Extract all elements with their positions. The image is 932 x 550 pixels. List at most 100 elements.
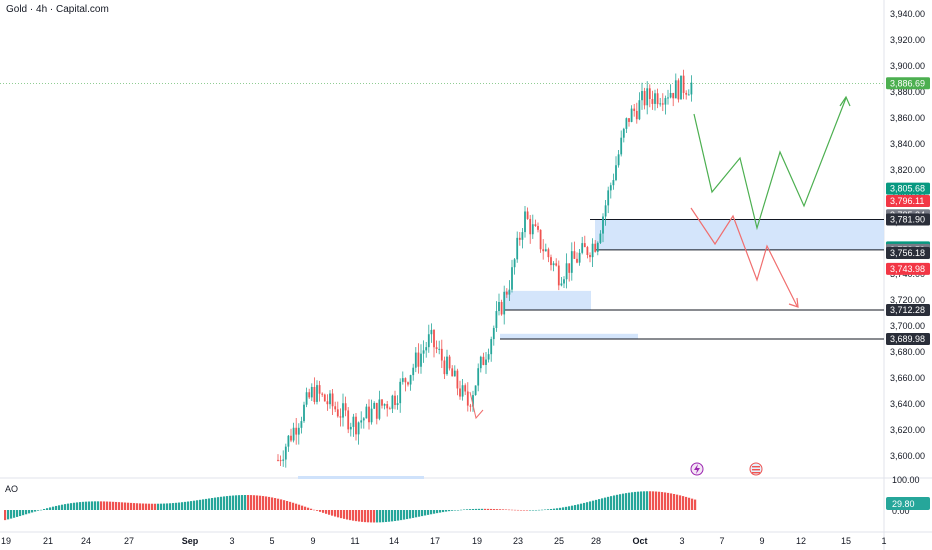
candle-body [508, 289, 511, 295]
candle-body [672, 92, 675, 99]
x-tick-label: 1 [881, 536, 886, 546]
ao-bar [298, 504, 301, 510]
candle-body [669, 92, 672, 98]
candle-bearish [594, 240, 597, 253]
ao-bar [136, 503, 139, 510]
ao-bar [241, 495, 244, 510]
candle-bullish [521, 228, 524, 249]
ao-bar [28, 510, 31, 514]
candle-body [591, 243, 594, 258]
price-tag: 3,689.98 [886, 333, 930, 346]
candle-body [279, 460, 282, 462]
ao-bar [394, 510, 397, 522]
ao-bar [253, 495, 256, 510]
ao-bar [586, 502, 589, 510]
candle-bearish [633, 104, 636, 117]
candle-bearish [466, 382, 469, 412]
candle-body [448, 356, 451, 369]
ao-bar [310, 508, 313, 510]
candle-bullish [599, 230, 602, 244]
candle-bullish [373, 401, 376, 410]
ao-bar [463, 509, 466, 511]
ao-bar [163, 503, 166, 510]
candle-body [373, 402, 376, 409]
candle-bullish [297, 423, 300, 445]
candle-body [596, 242, 599, 252]
candle-bullish [479, 355, 482, 373]
ao-bar [160, 503, 163, 510]
candle-body [524, 211, 526, 233]
candle-body [594, 243, 597, 252]
ao-bar [526, 510, 529, 511]
y-tick-label: 3,880.00 [890, 87, 925, 97]
candle-body [451, 368, 454, 377]
candle-bearish [518, 232, 521, 246]
ao-bar [175, 502, 178, 510]
candle-bullish [396, 395, 399, 410]
candle-body [282, 459, 285, 461]
candle-bullish [383, 403, 386, 410]
candle-bullish [357, 421, 360, 445]
candle-bearish [331, 388, 334, 415]
candle-body [438, 348, 441, 350]
ao-bar [424, 510, 427, 516]
ao-bar [466, 509, 469, 510]
ao-bar [343, 510, 346, 519]
candle-body [316, 385, 318, 402]
ao-bar [55, 505, 58, 510]
x-tick-label: 21 [43, 536, 53, 546]
candle-body [277, 459, 279, 461]
candle-body [521, 232, 524, 240]
ao-bar [31, 510, 34, 513]
candle-bearish [440, 339, 443, 369]
ao-bar [244, 495, 247, 510]
ao-bar [646, 491, 649, 510]
candle-bullish [399, 378, 402, 413]
ao-bar [319, 510, 322, 512]
candle-bearish [308, 388, 311, 399]
candle-body [430, 329, 433, 335]
candle-bullish [352, 413, 355, 437]
candle-body [667, 97, 669, 99]
ao-bar [538, 509, 541, 511]
ao-bar [313, 509, 316, 511]
ao-bar [238, 495, 241, 510]
lightning-glyph-icon [694, 464, 700, 474]
ao-bar [277, 498, 280, 510]
candle-body [641, 91, 643, 101]
ao-bar [655, 491, 658, 510]
candle-bearish [576, 252, 578, 264]
candle-body [474, 385, 477, 396]
ao-bar [223, 496, 226, 510]
candle-body [498, 301, 500, 312]
candle-body [557, 265, 560, 286]
ao-bar [670, 493, 673, 510]
ao-bar [142, 503, 145, 510]
ao-bar [295, 503, 298, 510]
candle-bullish [472, 390, 474, 412]
candle-body [310, 386, 313, 398]
bearish-arrow-head [788, 297, 799, 308]
candle-body [607, 190, 610, 206]
ao-bar [619, 494, 622, 510]
candle-bullish [498, 293, 500, 316]
ao-bar [76, 502, 79, 510]
demand-zone-2 [505, 290, 591, 311]
candle-bearish [388, 406, 391, 410]
candle-bullish [401, 371, 404, 385]
candle-body [646, 88, 649, 106]
ao-bar [97, 501, 100, 510]
candle-body [529, 218, 532, 235]
ao-bar [511, 509, 514, 511]
candle-bearish [529, 215, 532, 244]
candle-bearish [586, 245, 589, 259]
ao-bar [88, 501, 91, 510]
candle-bearish [648, 84, 651, 108]
x-tick-label: 27 [124, 536, 134, 546]
candle-body [284, 446, 287, 460]
candle-body [503, 291, 506, 315]
candle-bearish [459, 380, 461, 400]
price-tag: 3,796.11 [886, 195, 930, 208]
candle-body [399, 381, 402, 404]
